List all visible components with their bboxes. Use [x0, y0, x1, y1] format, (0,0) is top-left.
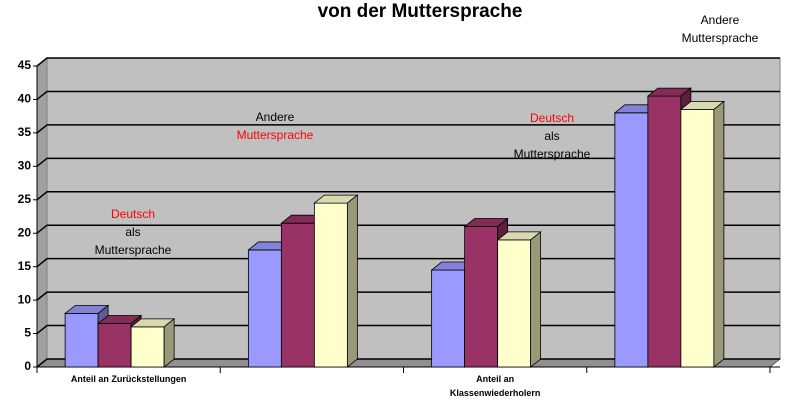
- bar: [647, 95, 682, 368]
- bar-side: [713, 100, 725, 368]
- side-wall: [36, 56, 48, 369]
- x-tick-label: Anteil an Klassenwiederholern: [449, 374, 541, 398]
- x-tick-label: Anteil an Zurückstellungen: [70, 374, 187, 384]
- annotation: Deutsch als Muttersprache: [492, 109, 612, 163]
- grid-line: [36, 224, 780, 234]
- y-tick-label: 25: [18, 192, 32, 206]
- bar: [497, 239, 532, 368]
- bar: [680, 109, 715, 368]
- bar: [614, 112, 649, 368]
- bar: [280, 222, 315, 368]
- y-tick-label: 45: [18, 58, 32, 72]
- bar: [247, 249, 282, 368]
- y-tick-label: 5: [24, 326, 31, 340]
- chart-title: von der Muttersprache: [318, 1, 523, 22]
- annotation-line: als: [544, 129, 560, 143]
- grid-line: [36, 157, 780, 167]
- grid-line: [36, 90, 780, 101]
- annotation-line: Muttersprache: [94, 243, 172, 257]
- bar: [431, 269, 466, 368]
- bar-side: [346, 194, 358, 368]
- grid-line: [36, 57, 780, 67]
- bar: [97, 323, 132, 368]
- y-tick-label: 35: [18, 125, 32, 139]
- annotation: Andere Muttersprache: [660, 11, 780, 47]
- annotation-line: Muttersprache: [513, 147, 591, 161]
- bar: [64, 313, 99, 368]
- annotation-line: Muttersprache: [236, 128, 314, 142]
- annotation-line: Deutsch: [529, 111, 575, 125]
- y-tick-label: 20: [18, 225, 32, 239]
- bar: [130, 326, 165, 368]
- bar: [313, 202, 348, 368]
- annotation-line: Deutsch: [110, 207, 156, 221]
- y-tick-label: 30: [18, 159, 32, 173]
- y-tick-label: 15: [18, 259, 32, 273]
- grid-line: [36, 124, 780, 134]
- annotation: Deutsch als Muttersprache: [73, 205, 193, 259]
- grid-line: [36, 191, 780, 201]
- annotation-line: als: [125, 225, 141, 239]
- bar-side: [530, 231, 542, 368]
- annotation-line: Andere: [700, 13, 740, 27]
- y-tick-label: 10: [18, 292, 32, 306]
- annotation-line: Muttersprache: [681, 31, 759, 45]
- bar: [464, 226, 499, 368]
- y-tick-label: 40: [18, 92, 32, 106]
- annotation-line: Andere: [255, 110, 295, 124]
- y-tick-label: 0: [24, 359, 31, 373]
- annotation: Andere Muttersprache: [215, 108, 335, 144]
- bar-side: [163, 318, 175, 368]
